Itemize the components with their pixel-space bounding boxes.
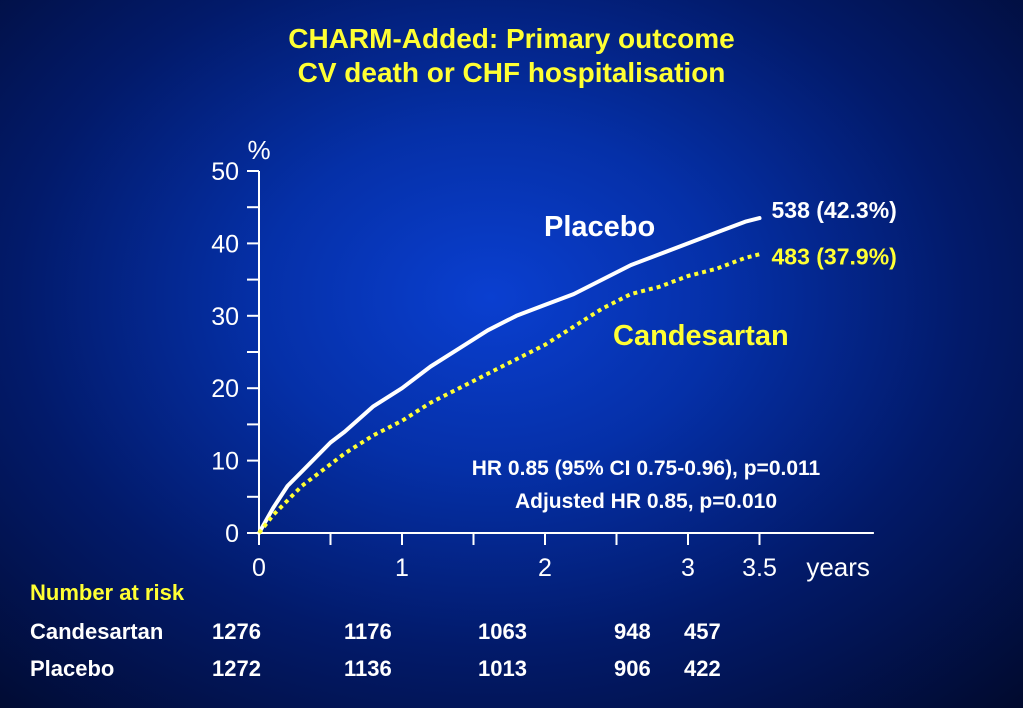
y-axis-label: % [247,135,270,165]
risk-value: 1276 [212,619,261,644]
hr-annotation-line2: Adjusted HR 0.85, p=0.010 [515,490,777,513]
risk-value: 948 [614,619,651,644]
x-tick-label: 3 [681,554,695,582]
x-tick-label: 3.5 [742,554,777,582]
risk-value: 1063 [478,619,527,644]
risk-row-label: Candesartan [30,619,164,644]
risk-value: 422 [684,656,721,681]
x-tick-label: 0 [252,554,266,582]
risk-row-label: Placebo [30,656,115,681]
risk-table-heading: Number at risk [30,580,185,605]
risk-value: 1176 [344,619,392,644]
risk-value: 906 [614,656,651,681]
risk-value: 1136 [344,656,392,681]
risk-value: 1272 [212,656,261,681]
placebo-end-label: 538 (42.3%) [772,197,897,223]
x-axis-label: years [806,552,870,582]
candesartan-label: Candesartan [613,320,789,352]
risk-value: 1013 [478,656,527,681]
y-tick-label: 30 [211,303,239,331]
hr-annotation-line1: HR 0.85 (95% CI 0.75-0.96), p=0.011 [472,457,821,480]
placebo-curve [257,216,762,535]
y-tick-label: 0 [225,520,239,548]
x-tick-label: 1 [395,554,409,582]
y-tick-label: 50 [211,158,239,186]
chart-title-line2: CV death or CHF hospitalisation [297,57,726,88]
x-tick-label: 2 [538,554,552,582]
candesartan-end-label: 483 (37.9%) [772,243,897,269]
y-tick-label: 40 [211,230,239,258]
placebo-label: Placebo [544,211,655,243]
chart-title-line1: CHARM-Added: Primary outcome [288,23,735,54]
y-tick-label: 20 [211,375,239,403]
candesartan-curve [257,252,760,535]
y-tick-label: 10 [211,448,239,476]
risk-value: 457 [684,619,721,644]
